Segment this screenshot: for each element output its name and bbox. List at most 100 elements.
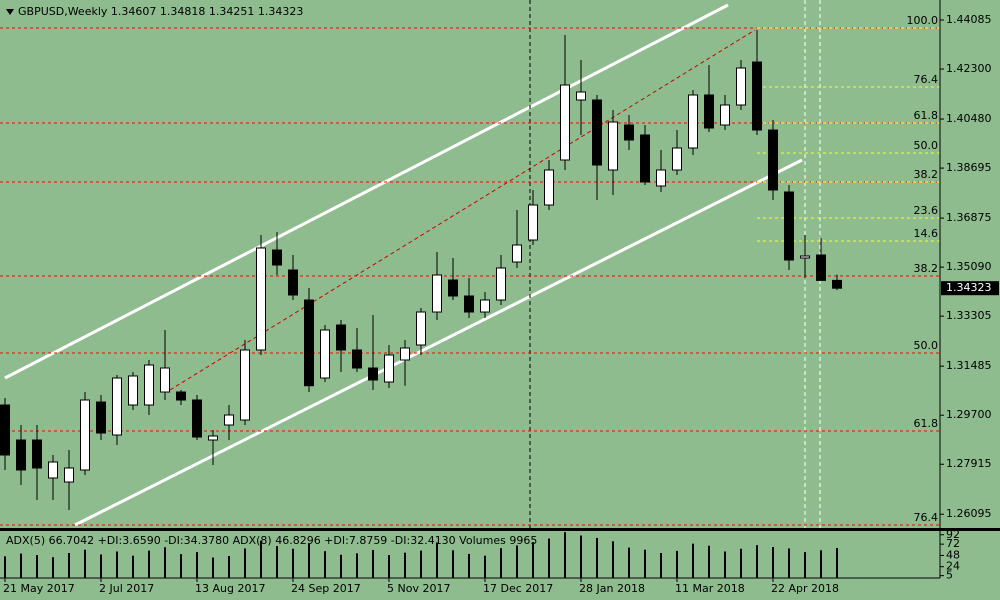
menu-arrow[interactable] bbox=[6, 9, 14, 15]
fib-label: 76.4 bbox=[914, 73, 939, 86]
candle-body bbox=[608, 121, 618, 171]
candle-body bbox=[288, 269, 298, 296]
pane-tick-label: 92 bbox=[946, 528, 960, 541]
candle-body bbox=[816, 254, 826, 281]
axes: 1.44085 1.42300 1.40480 1.38695 1.36875 1.350… bbox=[3, 13, 999, 595]
y-tick-label: 1.26095 bbox=[946, 507, 992, 520]
last-price-box bbox=[941, 281, 999, 296]
fib-label: 14.6 bbox=[914, 227, 939, 240]
candle-body bbox=[432, 274, 442, 313]
candle-body bbox=[544, 169, 554, 206]
candle-body bbox=[64, 467, 74, 483]
candles bbox=[0, 30, 842, 511]
fib-label: 50.0 bbox=[914, 139, 939, 152]
fib-label: 100.0 bbox=[907, 14, 939, 27]
candle-body bbox=[352, 349, 362, 369]
candle-body bbox=[512, 244, 522, 263]
candle-body bbox=[96, 401, 106, 434]
y-tick-label: 1.35090 bbox=[946, 260, 992, 273]
y-tick-label: 1.29700 bbox=[946, 408, 992, 421]
candle-body bbox=[384, 354, 394, 383]
candle-body bbox=[656, 169, 666, 187]
candle-body bbox=[208, 435, 218, 441]
candle-body bbox=[336, 324, 346, 351]
x-tick-label: 21 May 2017 bbox=[3, 582, 75, 595]
x-tick-label: 24 Sep 2017 bbox=[291, 582, 361, 595]
y-tick-label: 1.36875 bbox=[946, 211, 992, 224]
fib-label: 50.0 bbox=[914, 339, 939, 352]
candle-body bbox=[752, 61, 762, 131]
y-tick-label: 1.40480 bbox=[946, 112, 992, 125]
candle-body bbox=[720, 104, 730, 126]
candle-body bbox=[32, 439, 42, 469]
indicator-label: ADX(5) 66.7042 +DI:3.6590 -DI:34.3780 AD… bbox=[6, 534, 537, 547]
candle-body bbox=[48, 461, 58, 479]
candle-body bbox=[800, 255, 810, 259]
x-tick-label: 28 Jan 2018 bbox=[579, 582, 645, 595]
candle-body bbox=[16, 439, 26, 471]
candle-body bbox=[416, 311, 426, 346]
candle-body bbox=[224, 414, 234, 426]
candle-body bbox=[496, 267, 506, 301]
y-tick-label: 1.38695 bbox=[946, 161, 992, 174]
last-price-label: 1.34323 bbox=[946, 281, 992, 294]
x-tick-label: 22 Apr 2018 bbox=[771, 582, 839, 595]
fib-label: 23.6 bbox=[914, 204, 939, 217]
fibonacci: 38.2 50.0 61.8 76.4 100.0 76.4 61.8 50.0 38.2 23.… bbox=[0, 14, 940, 526]
candle-body bbox=[624, 124, 634, 141]
x-tick-label: 2 Jul 2017 bbox=[99, 582, 154, 595]
x-tick-label: 13 Aug 2017 bbox=[195, 582, 265, 595]
candle-body bbox=[320, 329, 330, 379]
pane-tick-label: 72 bbox=[946, 537, 960, 550]
candle-body bbox=[256, 247, 266, 351]
candle-body bbox=[464, 295, 474, 313]
pane-tick-label: 5 bbox=[946, 569, 953, 582]
candle-body bbox=[768, 129, 778, 191]
pane-divider bbox=[0, 528, 1000, 531]
chart-title: GBPUSD,Weekly 1.34607 1.34818 1.34251 1.… bbox=[18, 5, 303, 18]
fib-label: 76.4 bbox=[914, 511, 939, 524]
candle-body bbox=[240, 349, 250, 421]
candle-body bbox=[0, 404, 10, 456]
fib-label: 61.8 bbox=[914, 417, 939, 430]
candle-body bbox=[144, 364, 154, 406]
candle-body bbox=[688, 94, 698, 149]
candle-body bbox=[176, 391, 186, 401]
candle-body bbox=[528, 204, 538, 241]
candle-body bbox=[400, 347, 410, 361]
y-tick-label: 1.44085 bbox=[946, 13, 992, 26]
y-tick-label: 1.33305 bbox=[946, 309, 992, 322]
candle-body bbox=[784, 191, 794, 261]
trend-line bbox=[169, 29, 756, 391]
pane-tick-label: 24 bbox=[946, 560, 960, 573]
candle-body bbox=[128, 375, 138, 406]
candle-body bbox=[576, 91, 586, 101]
candle-body bbox=[592, 99, 602, 166]
candle-body bbox=[192, 399, 202, 438]
fib-label: 61.8 bbox=[914, 109, 939, 122]
candle-body bbox=[832, 279, 842, 289]
pane-tick-label: 48 bbox=[946, 548, 960, 561]
candle-body bbox=[672, 147, 682, 171]
candle-body bbox=[304, 299, 314, 387]
x-tick-label: 5 Nov 2017 bbox=[387, 582, 450, 595]
y-tick-label: 1.42300 bbox=[946, 62, 992, 75]
candle-body bbox=[736, 67, 746, 106]
channel-bottom bbox=[74, 158, 803, 527]
candle-body bbox=[640, 134, 650, 183]
candle-body bbox=[160, 367, 170, 393]
y-tick-label: 1.31485 bbox=[946, 359, 992, 372]
x-tick-label: 17 Dec 2017 bbox=[483, 582, 553, 595]
x-tick-label: 11 Mar 2018 bbox=[675, 582, 745, 595]
y-tick-label: 1.27915 bbox=[946, 457, 992, 470]
candle-body bbox=[80, 399, 90, 471]
fib-label: 38.2 bbox=[914, 262, 939, 275]
candle-body bbox=[272, 249, 282, 266]
channel-top bbox=[4, 3, 729, 380]
candle-body bbox=[112, 377, 122, 436]
candle-body bbox=[704, 94, 714, 129]
candle-body bbox=[560, 84, 570, 161]
candle-body bbox=[368, 367, 378, 381]
